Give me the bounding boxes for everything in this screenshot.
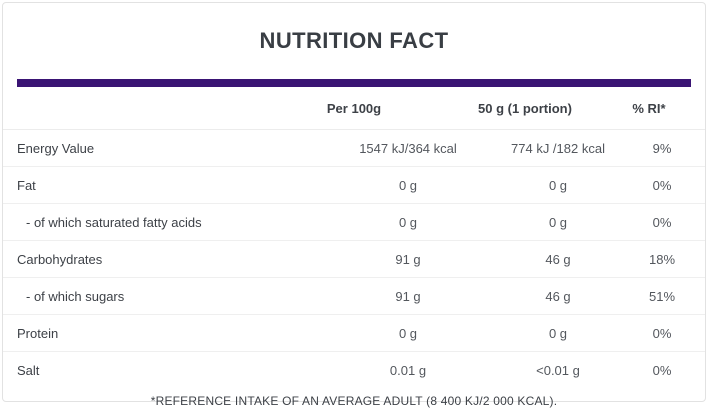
table-row: Carbohydrates 91 g 46 g 18% (3, 241, 705, 278)
per-100g-value: 91 g (395, 251, 421, 267)
table-row: - of which saturated fatty acids 0 g 0 g… (3, 204, 705, 241)
portion-value: <0.01 g (536, 362, 580, 378)
column-header-portion: 50 g (1 portion) (478, 100, 572, 116)
table-row: Salt 0.01 g <0.01 g 0% (3, 352, 705, 388)
reference-intake-value: 0% (652, 177, 672, 193)
reference-intake-footnote: *REFERENCE INTAKE OF AN AVERAGE ADULT (8… (150, 394, 558, 408)
reference-intake-value: 18% (648, 251, 676, 267)
table-header-row: Per 100g 50 g (1 portion) % RI* (3, 87, 705, 130)
per-100g-value: 0 g (398, 177, 418, 193)
per-100g-value: 1547 kJ/364 kcal (359, 140, 457, 156)
reference-intake-value: 0% (652, 325, 672, 341)
nutrient-label: - of which saturated fatty acids (26, 214, 202, 230)
portion-value: 0 g (548, 214, 568, 230)
nutrient-label: Carbohydrates (17, 251, 103, 267)
column-header-reference-intake: % RI* (632, 100, 666, 116)
per-100g-value: 0.01 g (389, 362, 427, 378)
table-row: Energy Value 1547 kJ/364 kcal 774 kJ /18… (3, 130, 705, 167)
portion-value: 0 g (548, 325, 568, 341)
column-header-per-100g: Per 100g (326, 100, 382, 116)
nutrient-label: Fat (17, 177, 36, 193)
card-title: NUTRITION FACT (259, 28, 449, 53)
portion-value: 46 g (545, 251, 571, 267)
reference-intake-value: 9% (652, 140, 672, 156)
nutrient-label: Energy Value (17, 140, 95, 156)
nutrient-label: - of which sugars (26, 288, 125, 304)
table-row: Fat 0 g 0 g 0% (3, 167, 705, 204)
portion-value: 0 g (548, 177, 568, 193)
table-body: Energy Value 1547 kJ/364 kcal 774 kJ /18… (3, 130, 705, 388)
nutrient-label: Protein (17, 325, 59, 341)
reference-intake-value: 0% (652, 214, 672, 230)
reference-intake-value: 0% (652, 362, 672, 378)
nutrient-label: Salt (17, 362, 40, 378)
per-100g-value: 91 g (395, 288, 421, 304)
per-100g-value: 0 g (398, 325, 418, 341)
accent-divider-bar (17, 79, 691, 87)
reference-intake-value: 51% (648, 288, 676, 304)
nutrition-facts-card: NUTRITION FACT Per 100g 50 g (1 portion)… (2, 2, 706, 408)
per-100g-value: 0 g (398, 214, 418, 230)
portion-value: 774 kJ /182 kcal (511, 140, 605, 156)
portion-value: 46 g (545, 288, 571, 304)
table-row: - of which sugars 91 g 46 g 51% (3, 278, 705, 315)
table-row: Protein 0 g 0 g 0% (3, 315, 705, 352)
